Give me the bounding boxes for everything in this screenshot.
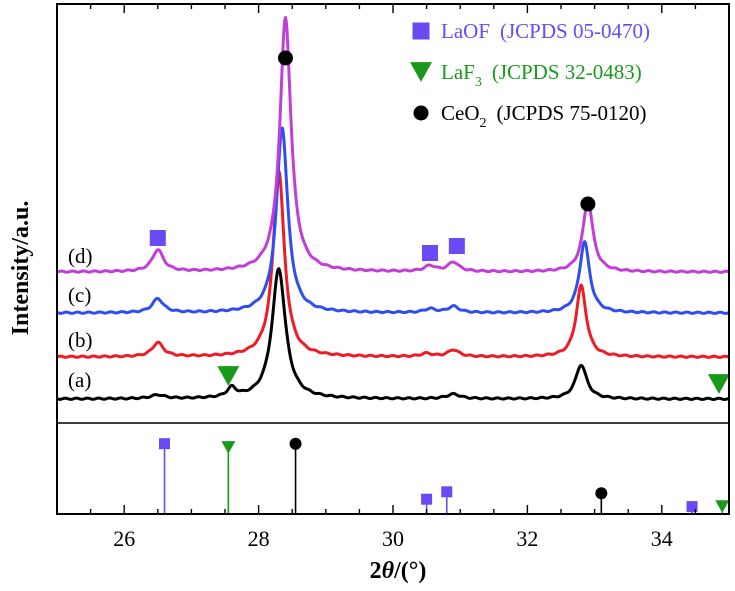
legend-entry: LaF3 (JCPDS 32-0483) (441, 60, 642, 90)
reference-marker-laof (441, 486, 453, 498)
legend-entry: CeO2 (JCPDS 75-0120) (441, 101, 646, 131)
annotation-marker-triangle-down (707, 374, 730, 394)
annotation-marker-square (448, 238, 465, 254)
legend-marker-triangle-down (410, 62, 432, 82)
legend-marker-square (412, 22, 430, 40)
annotation-marker-circle (580, 196, 596, 212)
x-axis-label-unit: /(°) (393, 558, 426, 584)
curve-label-c: (c) (68, 283, 91, 307)
x-tick-label: 26 (113, 526, 135, 551)
reference-marker-laof (159, 438, 171, 450)
x-tick-label: 32 (516, 526, 538, 551)
series-line-b (56, 169, 730, 359)
x-tick-label: 34 (651, 526, 673, 551)
legend-reference: (JCPDS 05-0470) (500, 19, 650, 43)
legend-formula-subscript: 2 (480, 116, 487, 131)
legend-reference: (JCPDS 75-0120) (497, 101, 647, 125)
x-tick-label: 30 (382, 526, 404, 551)
reference-marker-ceo2 (289, 437, 302, 450)
y-axis-label: Intensity/a.u. (8, 201, 34, 336)
x-axis-label-theta: θ (382, 558, 395, 584)
annotation-marker-triangle-down (217, 366, 240, 386)
legend-entry: LaOF (JCPDS 05-0470) (441, 19, 650, 43)
legend-formula: LaOF (441, 19, 490, 43)
reference-marker-laf3 (715, 500, 730, 513)
x-axis-label-number: 2 (370, 558, 382, 584)
legend-marker-circle (413, 105, 429, 121)
reference-marker-laof (686, 501, 698, 513)
reference-marker-laf3 (221, 441, 236, 454)
legend-formula-subscript: 3 (475, 75, 482, 90)
legend-formula: CeO (441, 101, 480, 125)
annotation-markers-group (149, 50, 730, 394)
annotation-marker-square (421, 245, 438, 261)
curve-label-a: (a) (68, 368, 91, 392)
x-axis-label: 2θ/(°) (370, 558, 427, 584)
reference-lines-group (159, 437, 730, 514)
curve-labels-group: (a) (b) (c) (d) (68, 244, 93, 392)
annotation-marker-square (149, 230, 166, 246)
reference-marker-ceo2 (595, 487, 608, 500)
curves-group (56, 16, 730, 401)
annotation-marker-circle (277, 50, 293, 66)
curve-label-d: (d) (68, 244, 93, 268)
curve-label-b: (b) (68, 328, 93, 352)
x-tick-label: 28 (248, 526, 270, 551)
reference-marker-laof (421, 493, 433, 505)
axes-group: 26 28 30 32 34 (56, 3, 730, 551)
legend-reference: (JCPDS 32-0483) (492, 60, 642, 84)
series-line-d (56, 16, 730, 274)
legend-formula: LaF (441, 60, 475, 84)
series-line-c (56, 126, 730, 315)
legend: LaOF (JCPDS 05-0470) LaF3 (JCPDS 32-0483) Ce… (410, 19, 650, 131)
series-line-a (56, 267, 730, 401)
